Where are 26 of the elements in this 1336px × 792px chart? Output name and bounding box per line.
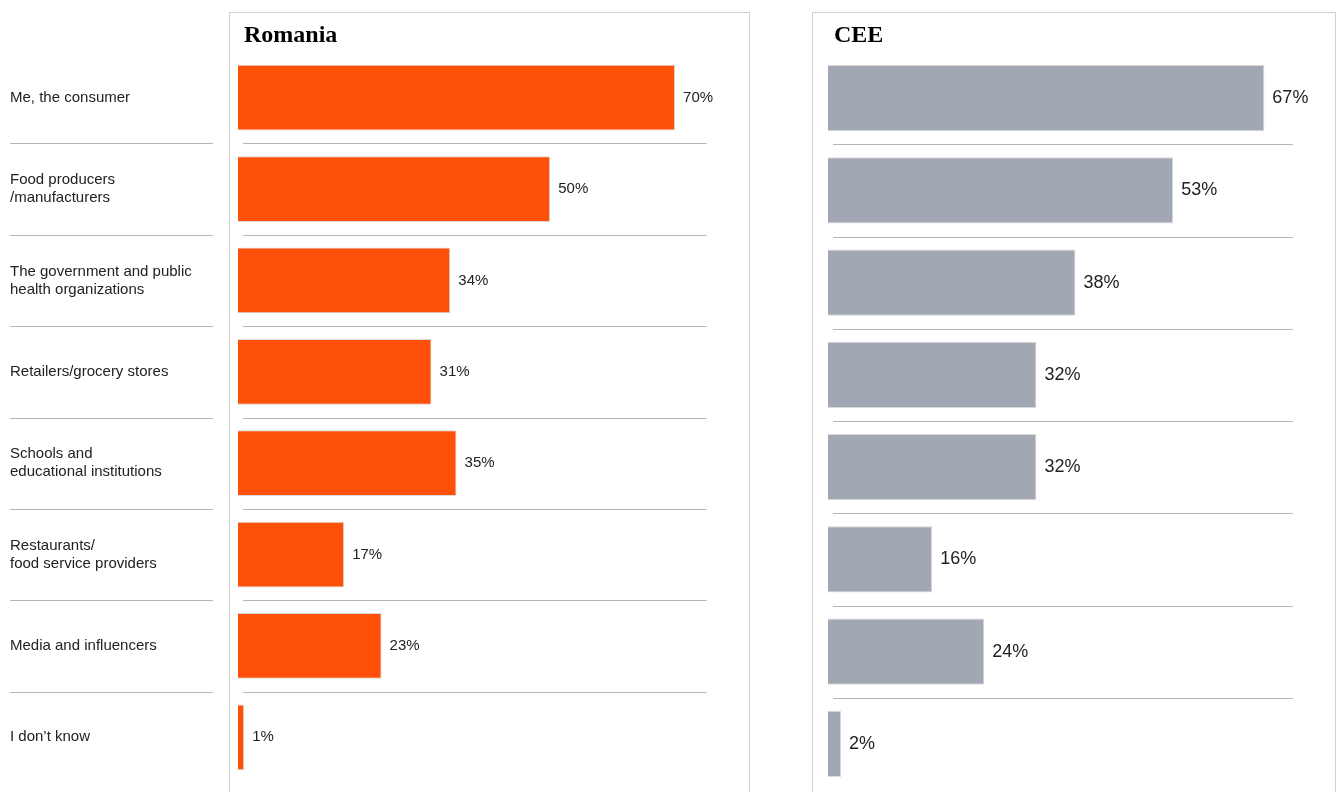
data-label: 50% [558, 179, 589, 197]
data-label: 16% [940, 548, 977, 569]
y-tick-label: Food producers /manufacturers [10, 170, 116, 206]
y-tick-label: Schools and educational institutions [10, 444, 162, 480]
data-label: 35% [464, 453, 495, 471]
y-tick-label: I don’t know [10, 727, 91, 745]
data-label: 32% [1044, 363, 1081, 384]
data-label: 67% [1272, 87, 1309, 108]
data-label: 2% [849, 732, 876, 753]
y-tick-label: Restaurants/ food service providers [10, 535, 157, 571]
chart-title: Romania [244, 21, 338, 47]
data-label: 38% [1083, 271, 1120, 292]
data-label: 23% [389, 636, 420, 654]
data-label: 24% [992, 640, 1029, 661]
data-label: 17% [352, 544, 383, 562]
data-label: 31% [439, 361, 470, 379]
y-tick-label: Me, the consumer [10, 87, 131, 105]
y-tick-label: The government and public health organizations [10, 261, 193, 297]
y-tick-label: Media and influencers [10, 636, 157, 654]
data-label: 53% [1181, 179, 1218, 200]
data-label: 1% [252, 727, 274, 745]
data-label: 34% [458, 270, 489, 288]
chart-title: CEE [834, 21, 884, 47]
data-label: 32% [1044, 456, 1081, 477]
data-label: 70% [683, 87, 714, 105]
y-tick-label: Retailers/grocery stores [10, 361, 169, 379]
